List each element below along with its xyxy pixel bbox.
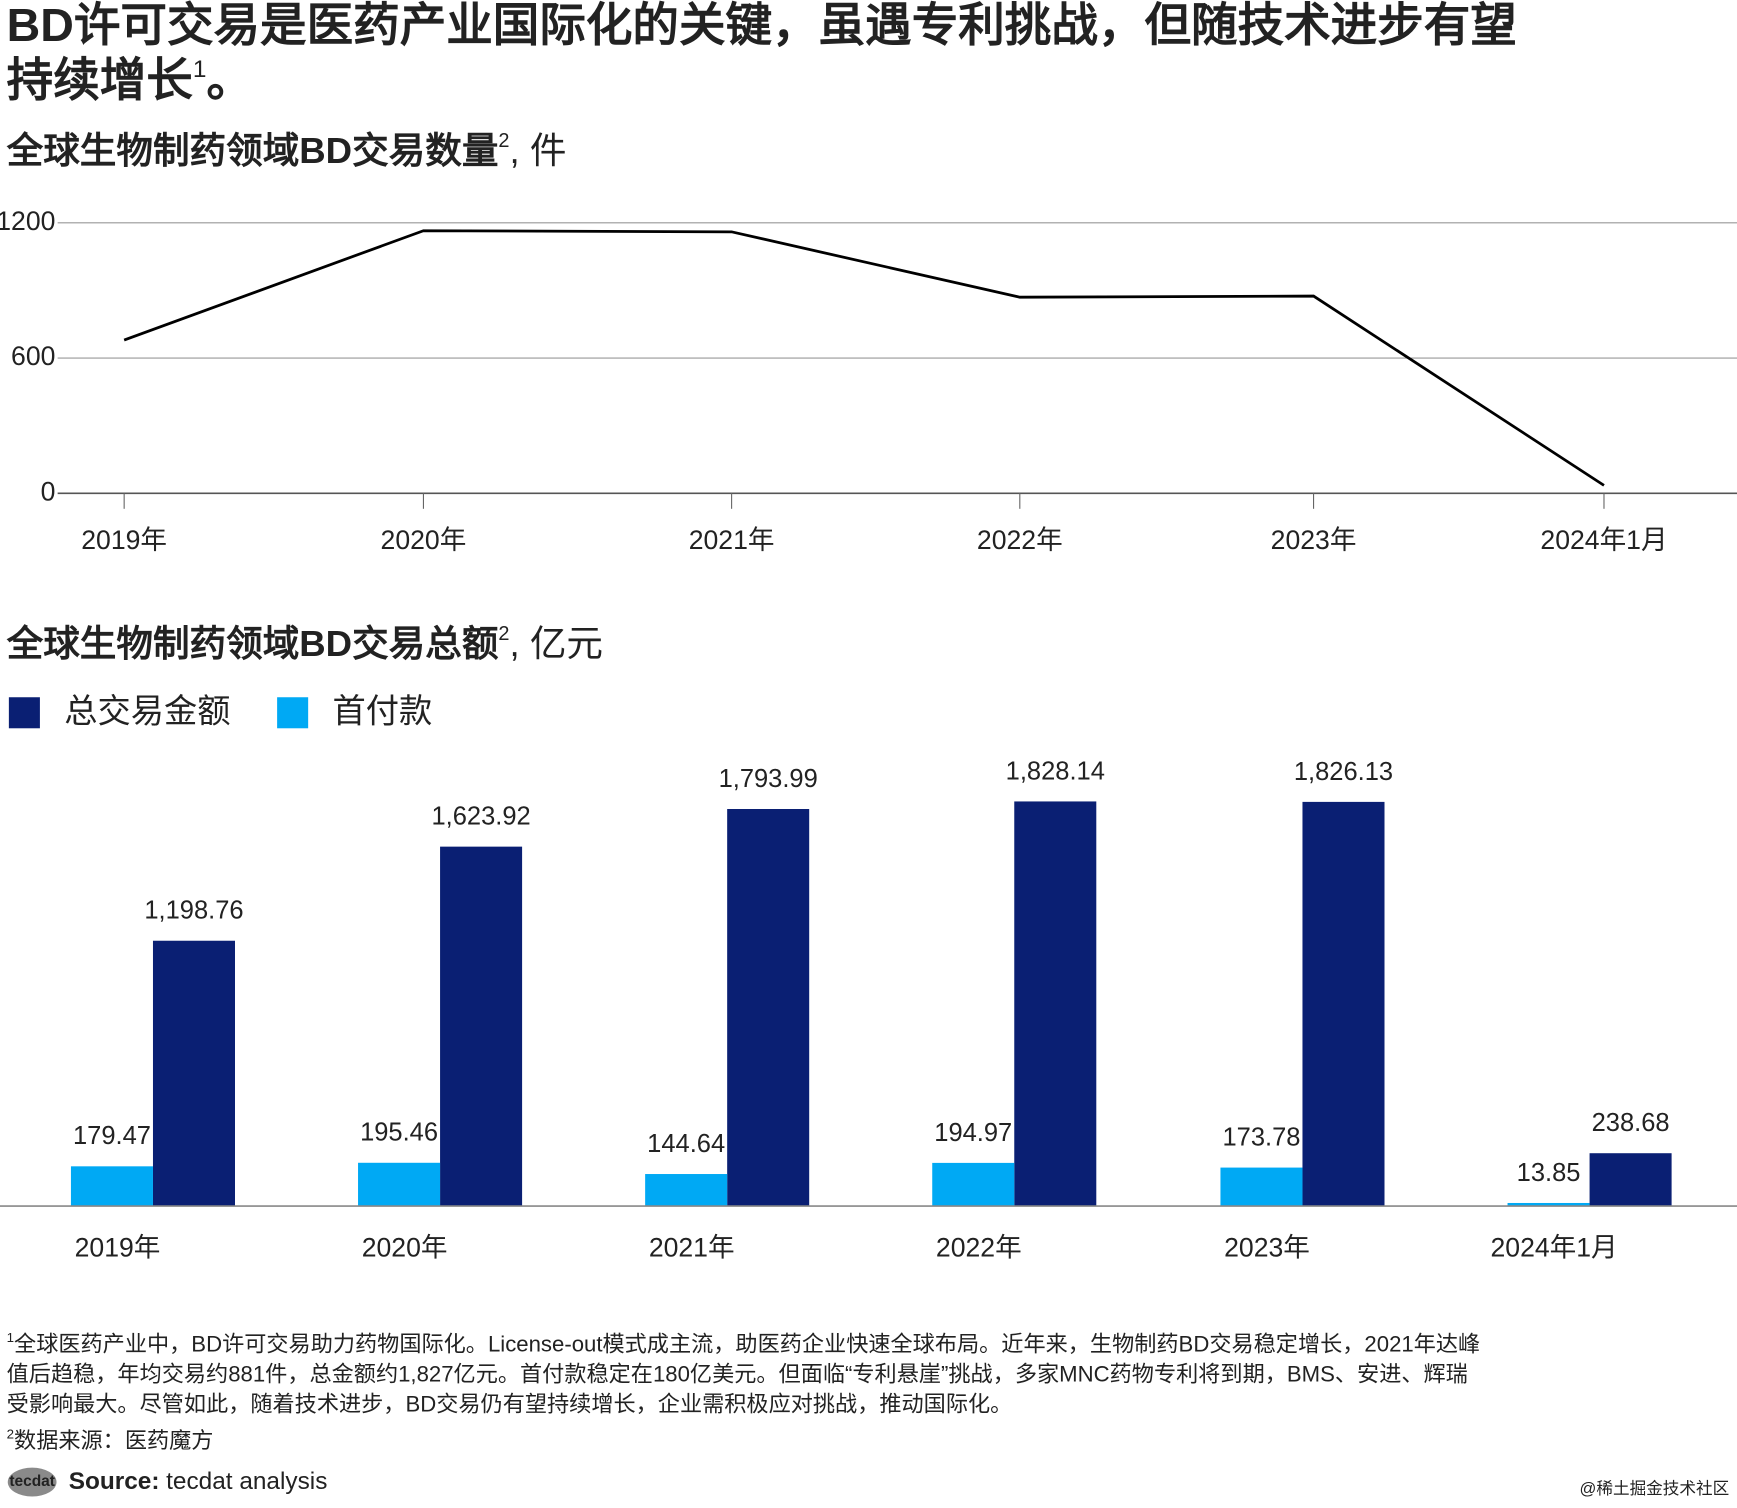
x-tick-label: 2019年	[75, 1232, 161, 1262]
value-label: 1,826.13	[1294, 758, 1393, 786]
y-tick-label: 600	[11, 341, 55, 371]
page-title: BD许可交易是医药产业国际化的关键，虽遇专利挑战，但随技术进步有望	[7, 0, 1517, 51]
x-tick-label: 2021年	[689, 525, 775, 555]
value-label: 173.78	[1222, 1123, 1300, 1151]
x-tick-label: 2024年1月	[1540, 525, 1667, 555]
page-title: 持续增长1。	[7, 55, 253, 107]
x-tick-label: 2024年1月	[1491, 1232, 1618, 1262]
footnote-sup: 1	[7, 1329, 14, 1344]
value-label: 238.68	[1592, 1109, 1670, 1137]
bar	[358, 1162, 441, 1207]
legend-swatch	[8, 697, 40, 729]
value-label: 1,793.99	[719, 765, 818, 793]
value-label: 1,623.92	[431, 803, 530, 831]
value-label: 1,198.76	[144, 897, 243, 925]
value-label: 194.97	[934, 1119, 1012, 1147]
x-tick-label: 2023年	[1271, 525, 1357, 555]
x-tick-label: 2019年	[81, 525, 167, 555]
source-label: Source:	[69, 1469, 160, 1496]
y-tick-label: 1200	[0, 206, 55, 236]
x-tick-label: 2023年	[1224, 1232, 1310, 1262]
title-sup: 2	[498, 130, 509, 152]
footnote: 2数据来源：医药魔方	[7, 1426, 214, 1453]
value-label: 144.64	[647, 1130, 725, 1158]
footnote: 1全球医药产业中，BD许可交易助力药物国际化。License-out模式成主流，…	[7, 1329, 1481, 1356]
chart-title: 全球生物制药领域BD交易数量2, 件	[6, 130, 567, 171]
bar	[1302, 801, 1385, 1207]
legend-label: 总交易金额	[64, 694, 230, 731]
bar-chart: 总交易金额 首付款 2019年 2020年 2021年 2022年 2023年 2024年1月…	[0, 694, 1737, 1262]
title-sup: 1	[193, 56, 207, 83]
title-sup: 2	[498, 623, 509, 645]
footnote-line: 全球医药产业中，BD许可交易助力药物国际化。License-out模式成主流，助…	[14, 1332, 1480, 1357]
chart-title: 全球生物制药领域BD交易总额	[6, 623, 499, 664]
title-end: 。	[206, 55, 253, 107]
page-title: 持续增长	[7, 55, 194, 107]
watermark: @稀土掘金技术社区	[1579, 1479, 1729, 1498]
line-chart: 0 600 1200 2019年 2020年 2021年 2022年 2023年 2024年1月	[0, 206, 1737, 555]
data-line	[123, 229, 1605, 487]
bar	[70, 1166, 153, 1207]
bar	[645, 1174, 728, 1207]
title-unit: , 亿元	[510, 623, 603, 664]
footnote-line: 数据来源：医药魔方	[14, 1428, 213, 1453]
chart-title: 全球生物制药领域BD交易数量	[6, 130, 499, 171]
x-tick-label: 2020年	[381, 525, 467, 555]
footnote-line: 受影响最大。尽管如此，随着技术进步，BD交易仍有望持续增长，企业需积极应对挑战，…	[7, 1391, 1013, 1416]
bar	[727, 809, 810, 1207]
bar	[1220, 1167, 1303, 1207]
bar	[1589, 1153, 1672, 1207]
footnote-line: 值后趋稳，年均交易约881件，总金额约1,827亿元。首付款稳定在180亿美元。…	[7, 1361, 1468, 1386]
value-label: 1,828.14	[1006, 757, 1105, 785]
source-text: tecdat analysis	[166, 1469, 327, 1496]
legend-label: 首付款	[333, 694, 433, 731]
logo: tecdat	[9, 1473, 55, 1490]
bar	[1014, 801, 1097, 1207]
chart-title: 全球生物制药领域BD交易总额2, 亿元	[6, 623, 603, 664]
x-tick-label: 2021年	[649, 1232, 735, 1262]
footnote-sup: 2	[7, 1426, 14, 1441]
value-label: 179.47	[73, 1122, 151, 1150]
value-label: 13.85	[1517, 1159, 1581, 1187]
bar	[932, 1162, 1015, 1207]
source: Source: tecdat analysis	[69, 1469, 328, 1496]
bar	[440, 846, 523, 1207]
title-unit: , 件	[510, 130, 567, 171]
x-tick-label: 2022年	[936, 1232, 1022, 1262]
y-tick-label: 0	[41, 476, 56, 506]
bar	[152, 940, 235, 1207]
x-tick-label: 2020年	[362, 1232, 448, 1262]
x-tick-label: 2022年	[977, 525, 1063, 555]
value-label: 195.46	[360, 1119, 438, 1147]
logo-badge	[7, 1467, 57, 1497]
bar	[1507, 1202, 1590, 1207]
legend-swatch	[277, 697, 309, 729]
